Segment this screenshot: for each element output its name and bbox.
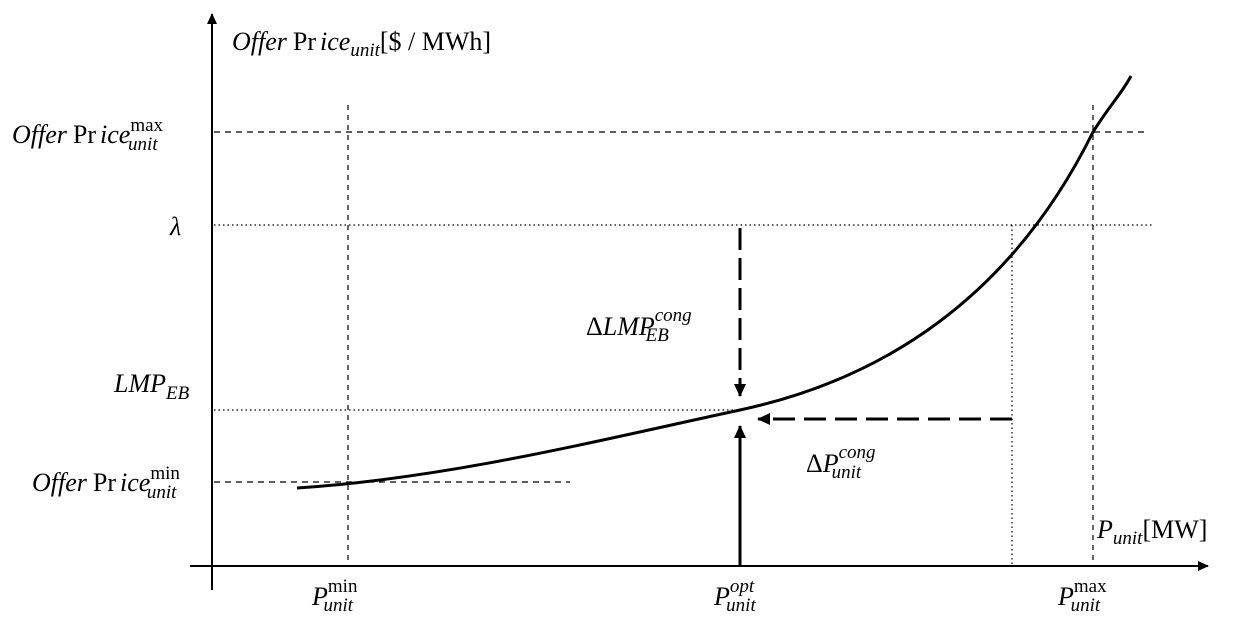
delta-lmp-label: ΔLMPcong EB xyxy=(586,305,692,346)
y-axis-label: Offer Pr iceunit[$ / MWh] xyxy=(232,27,491,61)
p-opt-label: Popt unit xyxy=(713,576,756,616)
lambda-label: λ xyxy=(169,212,181,241)
offer-min-label: Offer Pr icemin unit xyxy=(32,463,180,503)
x-axis-label: Punit[MW] xyxy=(1096,515,1207,549)
p-max-label: Pmax unit xyxy=(1057,576,1107,616)
lmp-eb-label: LMPEB xyxy=(113,369,190,404)
offer-max-label: Offer Pr icemax unit xyxy=(12,115,164,155)
delta-p-label: ΔPcong unit xyxy=(806,442,876,483)
offer-curve xyxy=(296,75,1133,490)
p-min-label: Pmin unit xyxy=(311,576,358,616)
